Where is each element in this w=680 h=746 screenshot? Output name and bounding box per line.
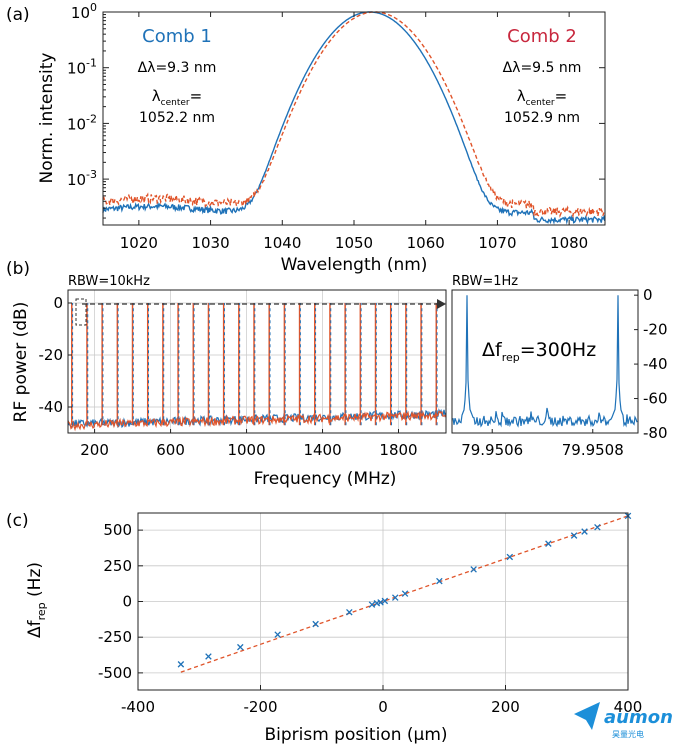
panel-b-right-spectrum-line	[452, 295, 638, 428]
comb2-legend-label: Comb 2	[507, 26, 577, 47]
panel-a-xtick-label: 1030	[191, 234, 229, 252]
panel-c-xtick-label: -400	[121, 698, 155, 716]
data-point-marker	[177, 661, 185, 668]
comb1-bandwidth-label: Δλ=9.3 nm	[138, 60, 217, 76]
data-point-marker	[436, 577, 443, 585]
comb1-center-label: λcenter=	[152, 87, 202, 108]
zoom-arrow-head	[437, 299, 446, 309]
data-point-marker	[381, 597, 389, 605]
panel-b-right-rbw-label: RBW=1Hz	[452, 274, 518, 289]
panel-b-right-ytick-label: -40	[643, 355, 668, 373]
panel-b-right-frame	[451, 289, 639, 434]
panel-b-left-ytick-label: -20	[39, 346, 64, 364]
comb2-center-label: λcenter=	[517, 87, 567, 108]
panel-a-xtick-label: 1040	[263, 234, 301, 252]
comb1-center-value: 1052.2 nm	[139, 110, 215, 126]
panel-c-xtick-label: -200	[243, 698, 277, 716]
panel-b-right-ytick-label: -20	[643, 321, 668, 339]
linear-fit-line	[180, 515, 629, 673]
panel-c-ytick-label: -250	[98, 628, 132, 646]
panel-b-left-ytick-label: 0	[53, 294, 63, 312]
panel-c-label: (c)	[6, 511, 29, 531]
panel-a-ytick-label: 10-3	[67, 168, 97, 189]
data-point-marker	[346, 608, 353, 616]
panel-b-left-ytick-label: -40	[39, 398, 64, 416]
panel-c-ylabel: Δfrep (Hz)	[25, 562, 48, 638]
data-point-marker	[312, 620, 319, 628]
panel-b-right-ytick-label: 0	[643, 286, 653, 304]
panel-b-ylabel: RF power (dB)	[11, 302, 31, 423]
panel-c-ytick-label: 250	[103, 557, 132, 575]
data-point-marker	[470, 566, 477, 573]
data-point-marker	[594, 524, 601, 531]
panel-b-right-chart: 79.9506 79.9508 0 -20 -40 -60 -80 RBW=1Hz Δfre…	[451, 274, 668, 459]
panel-a-xtick-label: 1070	[478, 234, 516, 252]
data-point-marker	[237, 643, 244, 651]
zoom-box	[75, 298, 87, 326]
panel-a-chart: 1020 1030 1040 1050 1060 1070 1080 100 10-1 10-2 1…	[37, 1, 606, 275]
panel-a-xtick-label: 1020	[120, 234, 158, 252]
comb2-bandwidth-label: Δλ=9.5 nm	[503, 60, 582, 76]
data-point-marker	[391, 594, 399, 601]
watermark-icon	[574, 702, 600, 730]
panel-b-left-rbw-label: RBW=10kHz	[68, 274, 150, 289]
data-point-marker	[205, 653, 212, 660]
panel-c-ytick-label: 0	[122, 593, 132, 611]
panel-a-xtick-label: 1050	[335, 234, 373, 252]
panel-b-left-xtick-label: 600	[156, 441, 185, 459]
watermark-subtext: 昊量光电	[612, 729, 644, 739]
panel-b-left-frame	[67, 289, 447, 434]
panel-b-left-xtick-label: 200	[80, 441, 109, 459]
spectrum-line-2	[102, 11, 605, 219]
data-point-marker	[377, 599, 384, 606]
panel-b-xlabel: Frequency (MHz)	[254, 469, 397, 489]
panel-c-xtick-label: 200	[491, 698, 520, 716]
comb2-center-value: 1052.9 nm	[504, 110, 580, 126]
data-point-marker	[581, 528, 588, 535]
panel-b-left-xtick-label: 1400	[303, 441, 341, 459]
watermark-text: aumon	[604, 707, 673, 728]
panel-c-xlabel: Biprism position (μm)	[264, 725, 447, 745]
data-point-marker	[506, 553, 514, 561]
panel-c-ytick-label: 500	[103, 521, 132, 539]
data-point-marker	[274, 631, 281, 638]
panel-a-label: (a)	[6, 5, 30, 25]
data-point-marker	[401, 590, 409, 597]
panel-b-right-ytick-label: -80	[643, 424, 668, 442]
delta-frep-label: Δfrep=300Hz	[482, 339, 596, 364]
panel-c-chart: -400 -200 0 200 400 500 250 0 -250 -500 Biprism p…	[25, 512, 643, 745]
data-point-marker	[368, 601, 376, 608]
panel-a-xlabel: Wavelength (nm)	[281, 255, 428, 275]
panel-b-left-noise-floor-2	[67, 410, 447, 432]
panel-b-right-xtick-label: 79.9506	[461, 441, 523, 459]
panel-b-right-xtick-label: 79.9508	[562, 441, 624, 459]
panel-a-ytick-label: 10-2	[67, 112, 97, 133]
panel-a-ytick-label: 100	[71, 1, 97, 22]
panel-c-xtick-label: 400	[614, 698, 643, 716]
panel-a-ytick-label: 10-1	[67, 57, 97, 78]
panel-a-xtick-label: 1060	[407, 234, 445, 252]
panel-b-left-noise-floor-1	[67, 408, 447, 429]
panel-c-ytick-label: -500	[98, 664, 132, 682]
panel-a-ylabel: Norm. intensity	[37, 53, 57, 184]
panel-b-left-chart: 200 600 1000 1400 1800 0 -20 -40 RBW=10kHz Freq…	[11, 274, 447, 489]
panel-b-label: (b)	[6, 259, 30, 279]
comb1-legend-label: Comb 1	[142, 26, 212, 47]
data-point-marker	[570, 532, 578, 539]
panel-b-left-xtick-label: 1000	[227, 441, 265, 459]
panel-b-right-ytick-label: -60	[643, 390, 668, 408]
data-point-marker	[545, 540, 552, 547]
panel-b-left-xtick-label: 1800	[379, 441, 417, 459]
watermark-logo: aumon 昊量光电	[574, 702, 673, 739]
panel-a-xtick-label: 1080	[550, 234, 588, 252]
panel-c-xtick-label: 0	[378, 698, 388, 716]
